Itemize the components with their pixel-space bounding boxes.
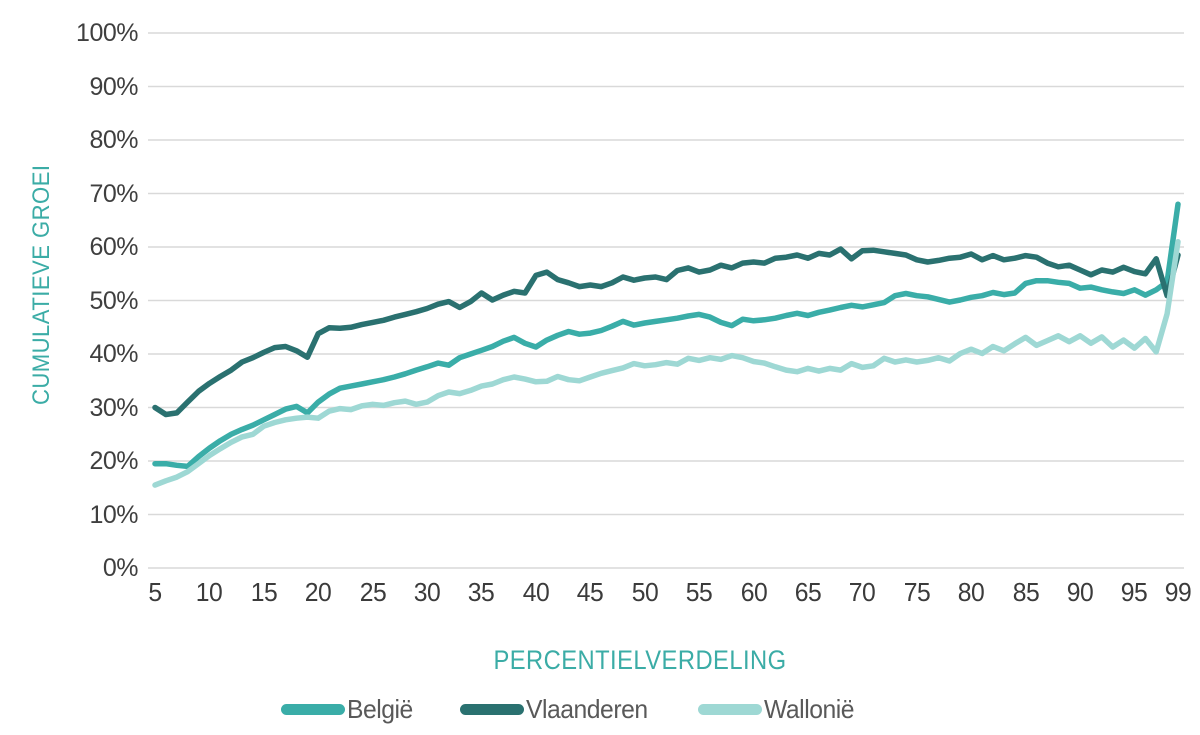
y-tick-label-30: 30% [89, 393, 138, 422]
legend: België Vlaanderen Wallonië [0, 694, 1170, 725]
legend-item-vlaanderen: Vlaanderen [460, 694, 654, 725]
legend-swatch-wallonië [698, 704, 763, 715]
x-tick-label-99: 99 [1164, 577, 1192, 607]
y-tick-label-40: 40% [89, 340, 138, 368]
legend-label-vlaanderen: Vlaanderen [526, 694, 648, 724]
series-line-vlaanderen [152, 246, 1181, 418]
x-tick-label-5: 5 [148, 577, 162, 607]
series-line-wallonië [152, 238, 1181, 488]
series-line-belgië [152, 201, 1181, 470]
legend-label-belgië: België [346, 694, 413, 724]
legend-swatch-vlaanderen [460, 704, 525, 715]
y-tick-label-100: 100% [76, 19, 138, 47]
y-tick-label-50: 50% [89, 286, 138, 315]
x-tick-label-60: 60 [740, 577, 767, 607]
x-tick-label-25: 25 [359, 577, 386, 607]
x-tick-label-35: 35 [468, 577, 495, 607]
legend-label-wallonië: Wallonië [764, 694, 855, 724]
y-tick-label-20: 20% [89, 447, 138, 475]
x-tick-label-55: 55 [685, 577, 713, 607]
y-tick-label-10: 10% [89, 500, 138, 529]
legend-swatch-belgië [280, 704, 345, 715]
y-tick-label-0: 0% [102, 554, 139, 582]
x-tick-label-50: 50 [631, 577, 658, 607]
x-tick-label-15: 15 [250, 577, 278, 607]
x-tick-label-95: 95 [1121, 577, 1148, 607]
x-tick-label-40: 40 [522, 577, 550, 607]
legend-item-belgië: België [280, 694, 416, 725]
x-tick-label-30: 30 [413, 577, 441, 607]
x-tick-label-85: 85 [1012, 577, 1039, 607]
legend-item-wallonië: Wallonië [698, 694, 859, 725]
y-tick-label-70: 70% [89, 179, 138, 208]
x-tick-label-90: 90 [1066, 577, 1094, 607]
x-tick-label-10: 10 [196, 577, 223, 607]
x-tick-label-20: 20 [304, 577, 332, 607]
y-tick-label-90: 90% [89, 72, 138, 101]
y-tick-label-80: 80% [89, 126, 138, 154]
y-tick-label-60: 60% [89, 233, 138, 261]
x-tick-label-65: 65 [794, 577, 822, 607]
x-tick-label-70: 70 [849, 577, 876, 607]
x-axis-title: PERCENTIELVERDELING [493, 645, 787, 675]
x-tick-label-80: 80 [957, 577, 985, 607]
x-tick-label-45: 45 [577, 577, 604, 607]
x-tick-label-75: 75 [903, 577, 931, 607]
